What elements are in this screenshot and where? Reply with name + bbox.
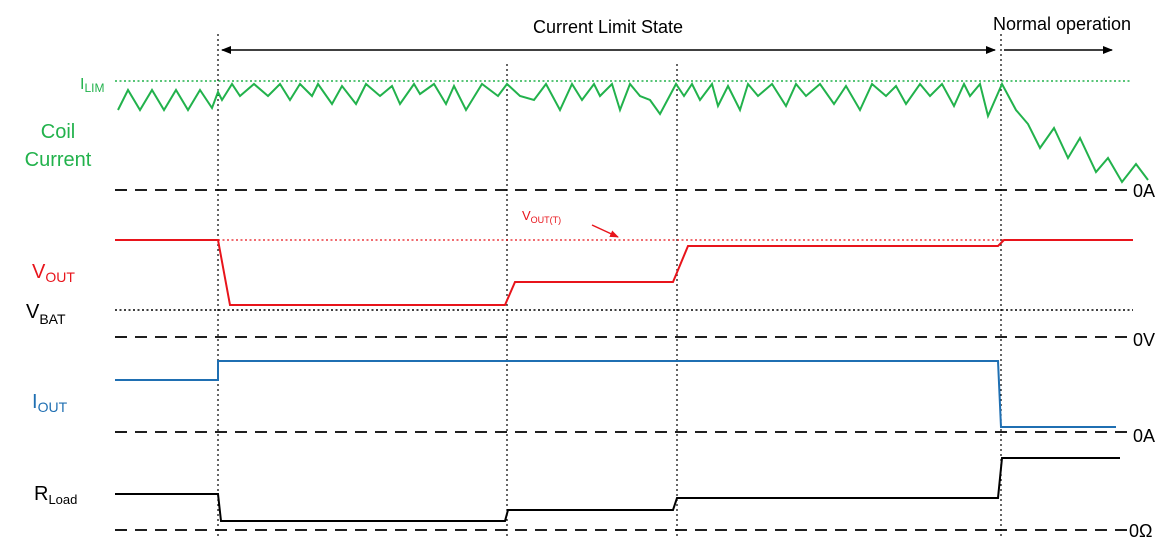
iout-waveform	[115, 360, 1116, 428]
coil-zero-label: 0A	[1133, 181, 1155, 201]
rload-label: RLoad	[34, 483, 77, 507]
vout-label: VOUT	[32, 261, 75, 285]
coil-current-waveform	[117, 81, 1149, 184]
coil-label-line2: Current	[25, 149, 92, 171]
rload-waveform	[115, 457, 1120, 522]
rload-zero-label: 0Ω	[1129, 521, 1152, 538]
vout-target-label: VOUT(T)	[522, 208, 561, 225]
vout-target-arrow	[591, 224, 619, 238]
current-limit-state-label: Current Limit State	[533, 17, 683, 37]
iout-zero-label: 0A	[1133, 426, 1155, 446]
coil-label-line1: Coil	[41, 121, 75, 143]
vbat-label: VBAT	[26, 301, 66, 327]
vout-zero-label: 0V	[1133, 330, 1155, 350]
vout-waveform	[115, 239, 1133, 306]
iout-label: IOUT	[32, 391, 68, 415]
normal-operation-label: Normal operation	[993, 14, 1131, 34]
ilim-label: ILIM	[80, 76, 104, 95]
